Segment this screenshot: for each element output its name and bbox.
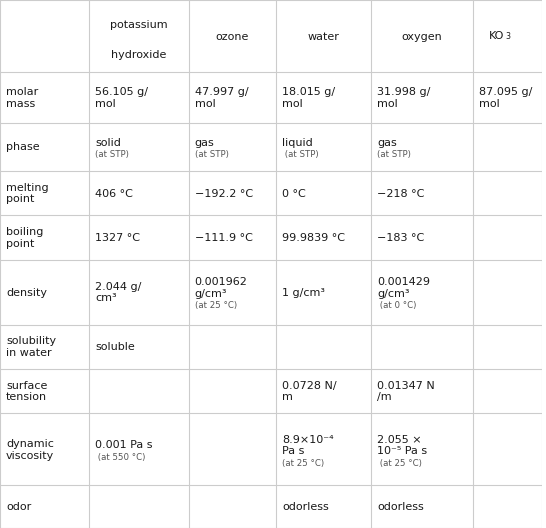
Text: (at STP): (at STP) xyxy=(377,150,411,159)
Text: 0.001429: 0.001429 xyxy=(377,277,430,287)
Text: mol: mol xyxy=(377,99,398,109)
Text: (at 25 °C): (at 25 °C) xyxy=(194,301,237,310)
Text: 2.055 ×: 2.055 × xyxy=(377,435,422,445)
Text: 0.0728 N/: 0.0728 N/ xyxy=(282,381,337,391)
Text: −183 °C: −183 °C xyxy=(377,233,425,243)
Text: (at 25 °C): (at 25 °C) xyxy=(282,459,324,468)
Text: (at STP): (at STP) xyxy=(194,150,229,159)
Text: ozone: ozone xyxy=(216,32,249,42)
Text: (at 0 °C): (at 0 °C) xyxy=(377,301,417,310)
Text: liquid: liquid xyxy=(282,138,313,148)
Text: odor: odor xyxy=(6,502,31,512)
Text: mass: mass xyxy=(6,99,35,109)
Text: (at 550 °C): (at 550 °C) xyxy=(96,453,146,462)
Text: density: density xyxy=(6,288,47,298)
Text: 56.105 g/: 56.105 g/ xyxy=(96,87,149,97)
Text: 406 °C: 406 °C xyxy=(96,188,133,199)
Text: 0 °C: 0 °C xyxy=(282,188,306,199)
Text: gas: gas xyxy=(377,138,397,148)
Text: 2.044 g/: 2.044 g/ xyxy=(96,282,142,292)
Text: solid: solid xyxy=(96,138,121,148)
Text: g/cm³: g/cm³ xyxy=(194,289,227,299)
Text: potassium: potassium xyxy=(110,20,168,30)
Text: mol: mol xyxy=(194,99,215,109)
Text: KO: KO xyxy=(489,31,505,41)
Text: odorless: odorless xyxy=(377,502,424,512)
Text: oxygen: oxygen xyxy=(402,32,442,42)
Text: 47.997 g/: 47.997 g/ xyxy=(194,87,248,97)
Text: m: m xyxy=(282,392,293,402)
Text: cm³: cm³ xyxy=(96,294,117,304)
Text: (at STP): (at STP) xyxy=(282,150,319,159)
Text: 10⁻⁵ Pa s: 10⁻⁵ Pa s xyxy=(377,446,428,456)
Text: −218 °C: −218 °C xyxy=(377,188,425,199)
Text: water: water xyxy=(308,32,340,42)
Text: dynamic: dynamic xyxy=(6,439,54,449)
Text: hydroxide: hydroxide xyxy=(111,50,167,60)
Text: g/cm³: g/cm³ xyxy=(377,289,410,299)
Text: 8.9×10⁻⁴: 8.9×10⁻⁴ xyxy=(282,435,334,445)
Text: 99.9839 °C: 99.9839 °C xyxy=(282,233,345,243)
Text: surface: surface xyxy=(6,381,48,391)
Text: −192.2 °C: −192.2 °C xyxy=(194,188,253,199)
Text: mol: mol xyxy=(479,99,500,109)
Text: /m: /m xyxy=(377,392,392,402)
Text: molar: molar xyxy=(6,87,38,97)
Text: phase: phase xyxy=(6,143,39,153)
Text: 0.001 Pa s: 0.001 Pa s xyxy=(96,440,153,450)
Text: 87.095 g/: 87.095 g/ xyxy=(479,87,532,97)
Text: mol: mol xyxy=(96,99,116,109)
Text: point: point xyxy=(6,239,34,249)
Text: solubility: solubility xyxy=(6,336,56,346)
Text: mol: mol xyxy=(282,99,303,109)
Text: point: point xyxy=(6,194,34,204)
Text: 31.998 g/: 31.998 g/ xyxy=(377,87,431,97)
Text: boiling: boiling xyxy=(6,228,43,238)
Text: (at STP): (at STP) xyxy=(96,150,129,159)
Text: (at 25 °C): (at 25 °C) xyxy=(377,459,422,468)
Text: 18.015 g/: 18.015 g/ xyxy=(282,87,335,97)
Text: odorless: odorless xyxy=(282,502,329,512)
Text: viscosity: viscosity xyxy=(6,450,54,460)
Text: 0.01347 N: 0.01347 N xyxy=(377,381,435,391)
Text: 3: 3 xyxy=(505,32,510,41)
Text: 0.001962: 0.001962 xyxy=(194,277,247,287)
Text: 1327 °C: 1327 °C xyxy=(96,233,140,243)
Text: melting: melting xyxy=(6,183,49,193)
Text: tension: tension xyxy=(6,392,47,402)
Text: gas: gas xyxy=(194,138,215,148)
Text: 1 g/cm³: 1 g/cm³ xyxy=(282,288,325,298)
Text: −111.9 °C: −111.9 °C xyxy=(194,233,252,243)
Text: soluble: soluble xyxy=(96,342,135,352)
Text: in water: in water xyxy=(6,348,51,358)
Text: Pa s: Pa s xyxy=(282,446,305,456)
